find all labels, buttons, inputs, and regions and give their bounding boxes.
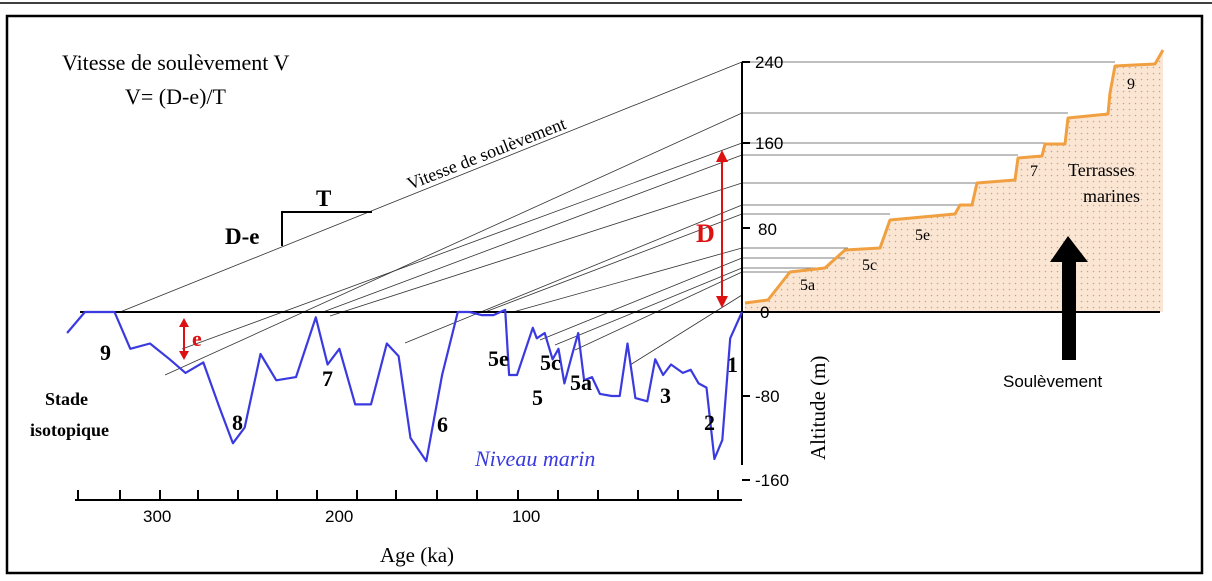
stage-label-8: 8	[232, 410, 243, 435]
stage-label-9: 9	[100, 340, 111, 365]
e-marker: e	[179, 318, 202, 360]
formula-numerator: D-e	[225, 224, 259, 249]
terraces-caption-line1: Terrasses	[1068, 160, 1135, 180]
terrace-label-7: 7	[1030, 163, 1038, 180]
stage-label-5c: 5c	[540, 350, 561, 375]
stage-caption-line1: Stade	[45, 389, 88, 409]
y-axis: 240 160 80 0 -80 -160 Altitude (m)	[741, 53, 830, 490]
y-axis-label: Altitude (m)	[806, 356, 830, 460]
title-line1: Vitesse de soulèvement V	[62, 50, 290, 75]
sea-level-curve	[66, 308, 744, 463]
e-label: e	[192, 326, 202, 351]
uplift-rate-label: Vitesse de soulèvement	[404, 113, 568, 194]
terrace-label-5c: 5c	[862, 257, 877, 274]
uplift-lines	[119, 61, 743, 376]
x-axis: 300 200 100 Age (ka)	[75, 490, 742, 567]
stage-label-5: 5	[532, 385, 543, 410]
y-tick-80: 80	[758, 220, 777, 239]
x-tick-300: 300	[143, 507, 171, 526]
title-line2: V= (D-e)/T	[125, 84, 227, 109]
d-marker: D	[696, 150, 728, 308]
sea-level-label: Niveau marin	[474, 446, 595, 471]
terraces-caption-line2: marines	[1083, 186, 1140, 206]
y-tick-240: 240	[755, 53, 783, 72]
uplift-arrow-label: Soulèvement	[1003, 372, 1103, 391]
figure-frame	[5, 14, 1204, 575]
terrace-label-5a: 5a	[800, 277, 815, 294]
y-tick-neg80: -80	[755, 387, 780, 406]
uplift-arrow: Soulèvement	[1003, 236, 1103, 391]
stage-label-7: 7	[322, 366, 333, 391]
stage-caption-line2: isotopique	[30, 420, 109, 440]
formula-denominator: T	[316, 186, 331, 211]
y-tick-neg160: -160	[755, 471, 789, 490]
x-axis-label: Age (ka)	[380, 543, 454, 567]
formula-diagram: D-e T	[225, 186, 372, 249]
terrace-profile	[744, 49, 1165, 305]
stage-label-5a: 5a	[570, 370, 592, 395]
y-tick-0: 0	[760, 303, 769, 322]
terrace-fill	[745, 50, 1163, 312]
y-tick-160: 160	[755, 134, 783, 153]
x-tick-200: 200	[325, 507, 353, 526]
stage-label-3: 3	[660, 383, 671, 408]
terrace-label-9: 9	[1127, 76, 1135, 93]
stage-label-6: 6	[437, 412, 448, 437]
terrace-label-5e: 5e	[915, 227, 930, 244]
d-label: D	[696, 219, 715, 248]
terrace-guides	[742, 61, 1115, 273]
stage-label-2: 2	[704, 410, 715, 435]
stage-label-1: 1	[727, 352, 738, 377]
stage-label-5e: 5e	[488, 346, 509, 371]
x-tick-100: 100	[512, 507, 540, 526]
